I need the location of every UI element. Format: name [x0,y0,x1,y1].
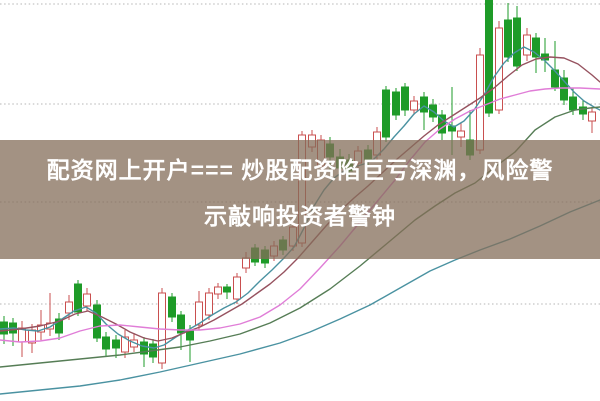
candle-body [401,86,409,111]
candle-body [579,106,587,115]
candle-body [112,339,120,349]
candle-body [93,304,101,339]
candle-body [532,37,540,58]
candle-body [83,293,91,307]
candle-body [242,257,250,269]
candle-body [392,91,400,116]
candle-body [504,19,512,58]
candle-body [195,301,203,326]
candle-body [457,130,465,138]
candle-body [410,100,418,111]
candle-body [513,17,521,67]
candle-body [588,111,596,122]
headline-line-1: 配资网上开户=== 炒股配资陷巨亏深渊，风险警 [46,157,554,183]
headline-line-2: 示敲响投资者警钟 [204,203,396,229]
candle-body [102,336,110,350]
candle-body [65,301,73,314]
candle-body [158,292,166,364]
candle-body [485,0,493,114]
candle-body [382,89,390,138]
ma-dark-green [0,106,600,368]
headline-overlay: 配资网上开户=== 炒股配资陷巨亏深渊，风险警 示敲响投资者警钟 [0,140,600,259]
candle-body [569,96,577,111]
candle-body [551,69,559,88]
candle-body [205,292,213,316]
candle-body [121,336,129,353]
candle-body [55,318,63,334]
candle-body [560,77,568,101]
candle-body [523,34,531,56]
candle-body [420,96,428,113]
candle-body [140,341,148,355]
candle-body [214,286,222,295]
candle-body [168,296,176,318]
candle-body [476,54,484,151]
candle-body [233,276,241,300]
candle-body [177,314,185,334]
candle-body [223,286,231,293]
candle-body [74,283,82,313]
